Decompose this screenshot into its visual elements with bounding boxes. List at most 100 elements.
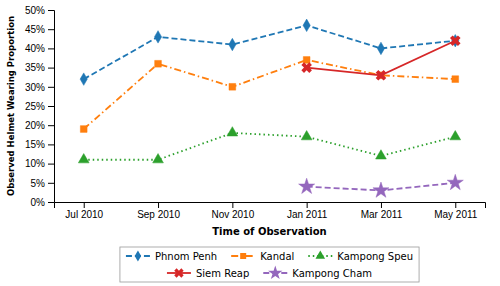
- legend-marker: [135, 250, 141, 261]
- series-marker: [154, 31, 161, 43]
- series-marker: [80, 73, 87, 85]
- y-tick-mark: [48, 164, 54, 165]
- y-tick-mark: [48, 48, 54, 49]
- y-tick-mark: [48, 10, 54, 11]
- x-tick: Jul 2010: [65, 202, 103, 220]
- y-tick-label: 25%: [25, 101, 45, 112]
- series-line: [84, 25, 456, 79]
- y-tick: 35%: [25, 62, 54, 73]
- y-tick-mark: [48, 125, 54, 126]
- series-line: [84, 60, 456, 129]
- series-marker: [227, 127, 238, 136]
- series-marker: [229, 83, 236, 90]
- series-marker: [153, 154, 164, 163]
- series-marker: [373, 67, 389, 83]
- series: [299, 33, 463, 83]
- legend-row: Phnom Penh Kandal Kampong Speu: [126, 250, 413, 261]
- x-tick-label: Mar 2011: [361, 209, 403, 220]
- legend-marker: [315, 250, 325, 258]
- x-tick-mark: [84, 202, 85, 208]
- y-tick: 5%: [31, 178, 54, 189]
- y-tick-label: 40%: [25, 43, 45, 54]
- y-tick-label: 5%: [31, 178, 46, 189]
- legend-entry: Kampong Cham: [263, 265, 372, 279]
- legend-label: Phnom Penh: [155, 251, 217, 262]
- series: [78, 127, 460, 163]
- legend-entry: Phnom Penh: [126, 250, 217, 261]
- x-tick-label: Jul 2010: [65, 209, 103, 220]
- x-tick-mark: [381, 202, 382, 208]
- y-tick: 25%: [25, 101, 54, 112]
- legend-entry: Kandal: [231, 251, 294, 262]
- y-axis: 0% 5% 10% 15% 20% 25% 30% 35% 40% 45% 50%: [25, 5, 55, 208]
- x-tick-label: Sep 2010: [137, 209, 180, 220]
- legend-frame: [120, 247, 419, 282]
- legend-label: Siem Reap: [196, 268, 249, 279]
- legend-label: Kampong Speu: [337, 251, 413, 262]
- x-tick: May 2011: [434, 202, 478, 220]
- series: [80, 19, 459, 85]
- y-tick: 0%: [31, 197, 54, 208]
- x-tick-label: Jan 2011: [287, 209, 328, 220]
- series-line: [307, 41, 456, 76]
- series-marker: [447, 174, 463, 189]
- y-tick-label: 45%: [25, 24, 45, 35]
- y-tick-mark: [48, 106, 54, 107]
- x-axis-title: Time of Observation: [212, 226, 326, 237]
- x-tick-mark: [307, 202, 308, 208]
- plot: 0% 5% 10% 15% 20% 25% 30% 35% 40% 45% 50% Jul 2010 S…: [6, 5, 486, 237]
- y-tick: 20%: [25, 120, 54, 131]
- series-marker: [452, 76, 459, 83]
- y-tick-label: 35%: [25, 62, 45, 73]
- y-tick-mark: [48, 202, 54, 203]
- y-axis-title: Observed Helmet Wearing Proportion: [6, 16, 16, 196]
- x-axis-line: [55, 203, 486, 209]
- y-tick-mark: [48, 68, 54, 69]
- y-tick-mark: [48, 87, 54, 88]
- legend: Phnom Penh Kandal Kampong Speu Siem Reap Kam…: [120, 247, 419, 282]
- x-tick-mark: [455, 202, 456, 208]
- legend-marker: [172, 266, 186, 280]
- legend-entry: Kampong Speu: [308, 250, 413, 261]
- x-tick: Nov 2010: [211, 202, 254, 220]
- series: [80, 57, 458, 133]
- x-tick-label: Nov 2010: [211, 209, 254, 220]
- series-marker: [78, 154, 89, 163]
- series-marker: [303, 19, 310, 31]
- series-marker: [155, 60, 162, 67]
- y-tick-mark: [48, 183, 54, 184]
- y-tick-label: 10%: [25, 158, 45, 169]
- legend-marker: [268, 265, 282, 279]
- y-tick: 30%: [25, 82, 54, 93]
- x-tick: Sep 2010: [137, 202, 180, 220]
- x-tick: Mar 2011: [361, 202, 403, 220]
- series: [299, 174, 464, 197]
- series-marker: [376, 150, 387, 159]
- y-tick-label: 15%: [25, 139, 45, 150]
- series-marker: [299, 60, 315, 76]
- series-marker: [303, 57, 310, 64]
- y-axis-line: [48, 11, 55, 203]
- series-marker: [377, 42, 384, 54]
- series-marker: [450, 131, 461, 140]
- x-axis: Jul 2010 Sep 2010 Nov 2010 Jan 2011 Mar 2011…: [55, 202, 486, 220]
- y-tick: 40%: [25, 43, 54, 54]
- marks: [78, 19, 463, 197]
- series-line: [84, 133, 456, 160]
- legend-marker: [240, 253, 246, 259]
- legend-label: Kampong Cham: [292, 268, 372, 279]
- y-tick-label: 50%: [25, 5, 45, 16]
- series-marker: [447, 33, 463, 49]
- series-marker: [80, 126, 87, 133]
- legend-row: Siem Reap Kampong Cham: [167, 265, 372, 280]
- y-tick-label: 20%: [25, 120, 45, 131]
- series-marker: [301, 131, 312, 140]
- chart: 0% 5% 10% 15% 20% 25% 30% 35% 40% 45% 50% Jul 2010 S…: [0, 0, 500, 286]
- y-tick: 50%: [25, 5, 54, 16]
- x-tick-mark: [232, 202, 233, 208]
- y-tick-mark: [48, 144, 54, 145]
- series-marker: [229, 38, 236, 50]
- x-tick-mark: [158, 202, 159, 208]
- x-tick-label: May 2011: [434, 209, 478, 220]
- legend-label: Kandal: [260, 251, 294, 262]
